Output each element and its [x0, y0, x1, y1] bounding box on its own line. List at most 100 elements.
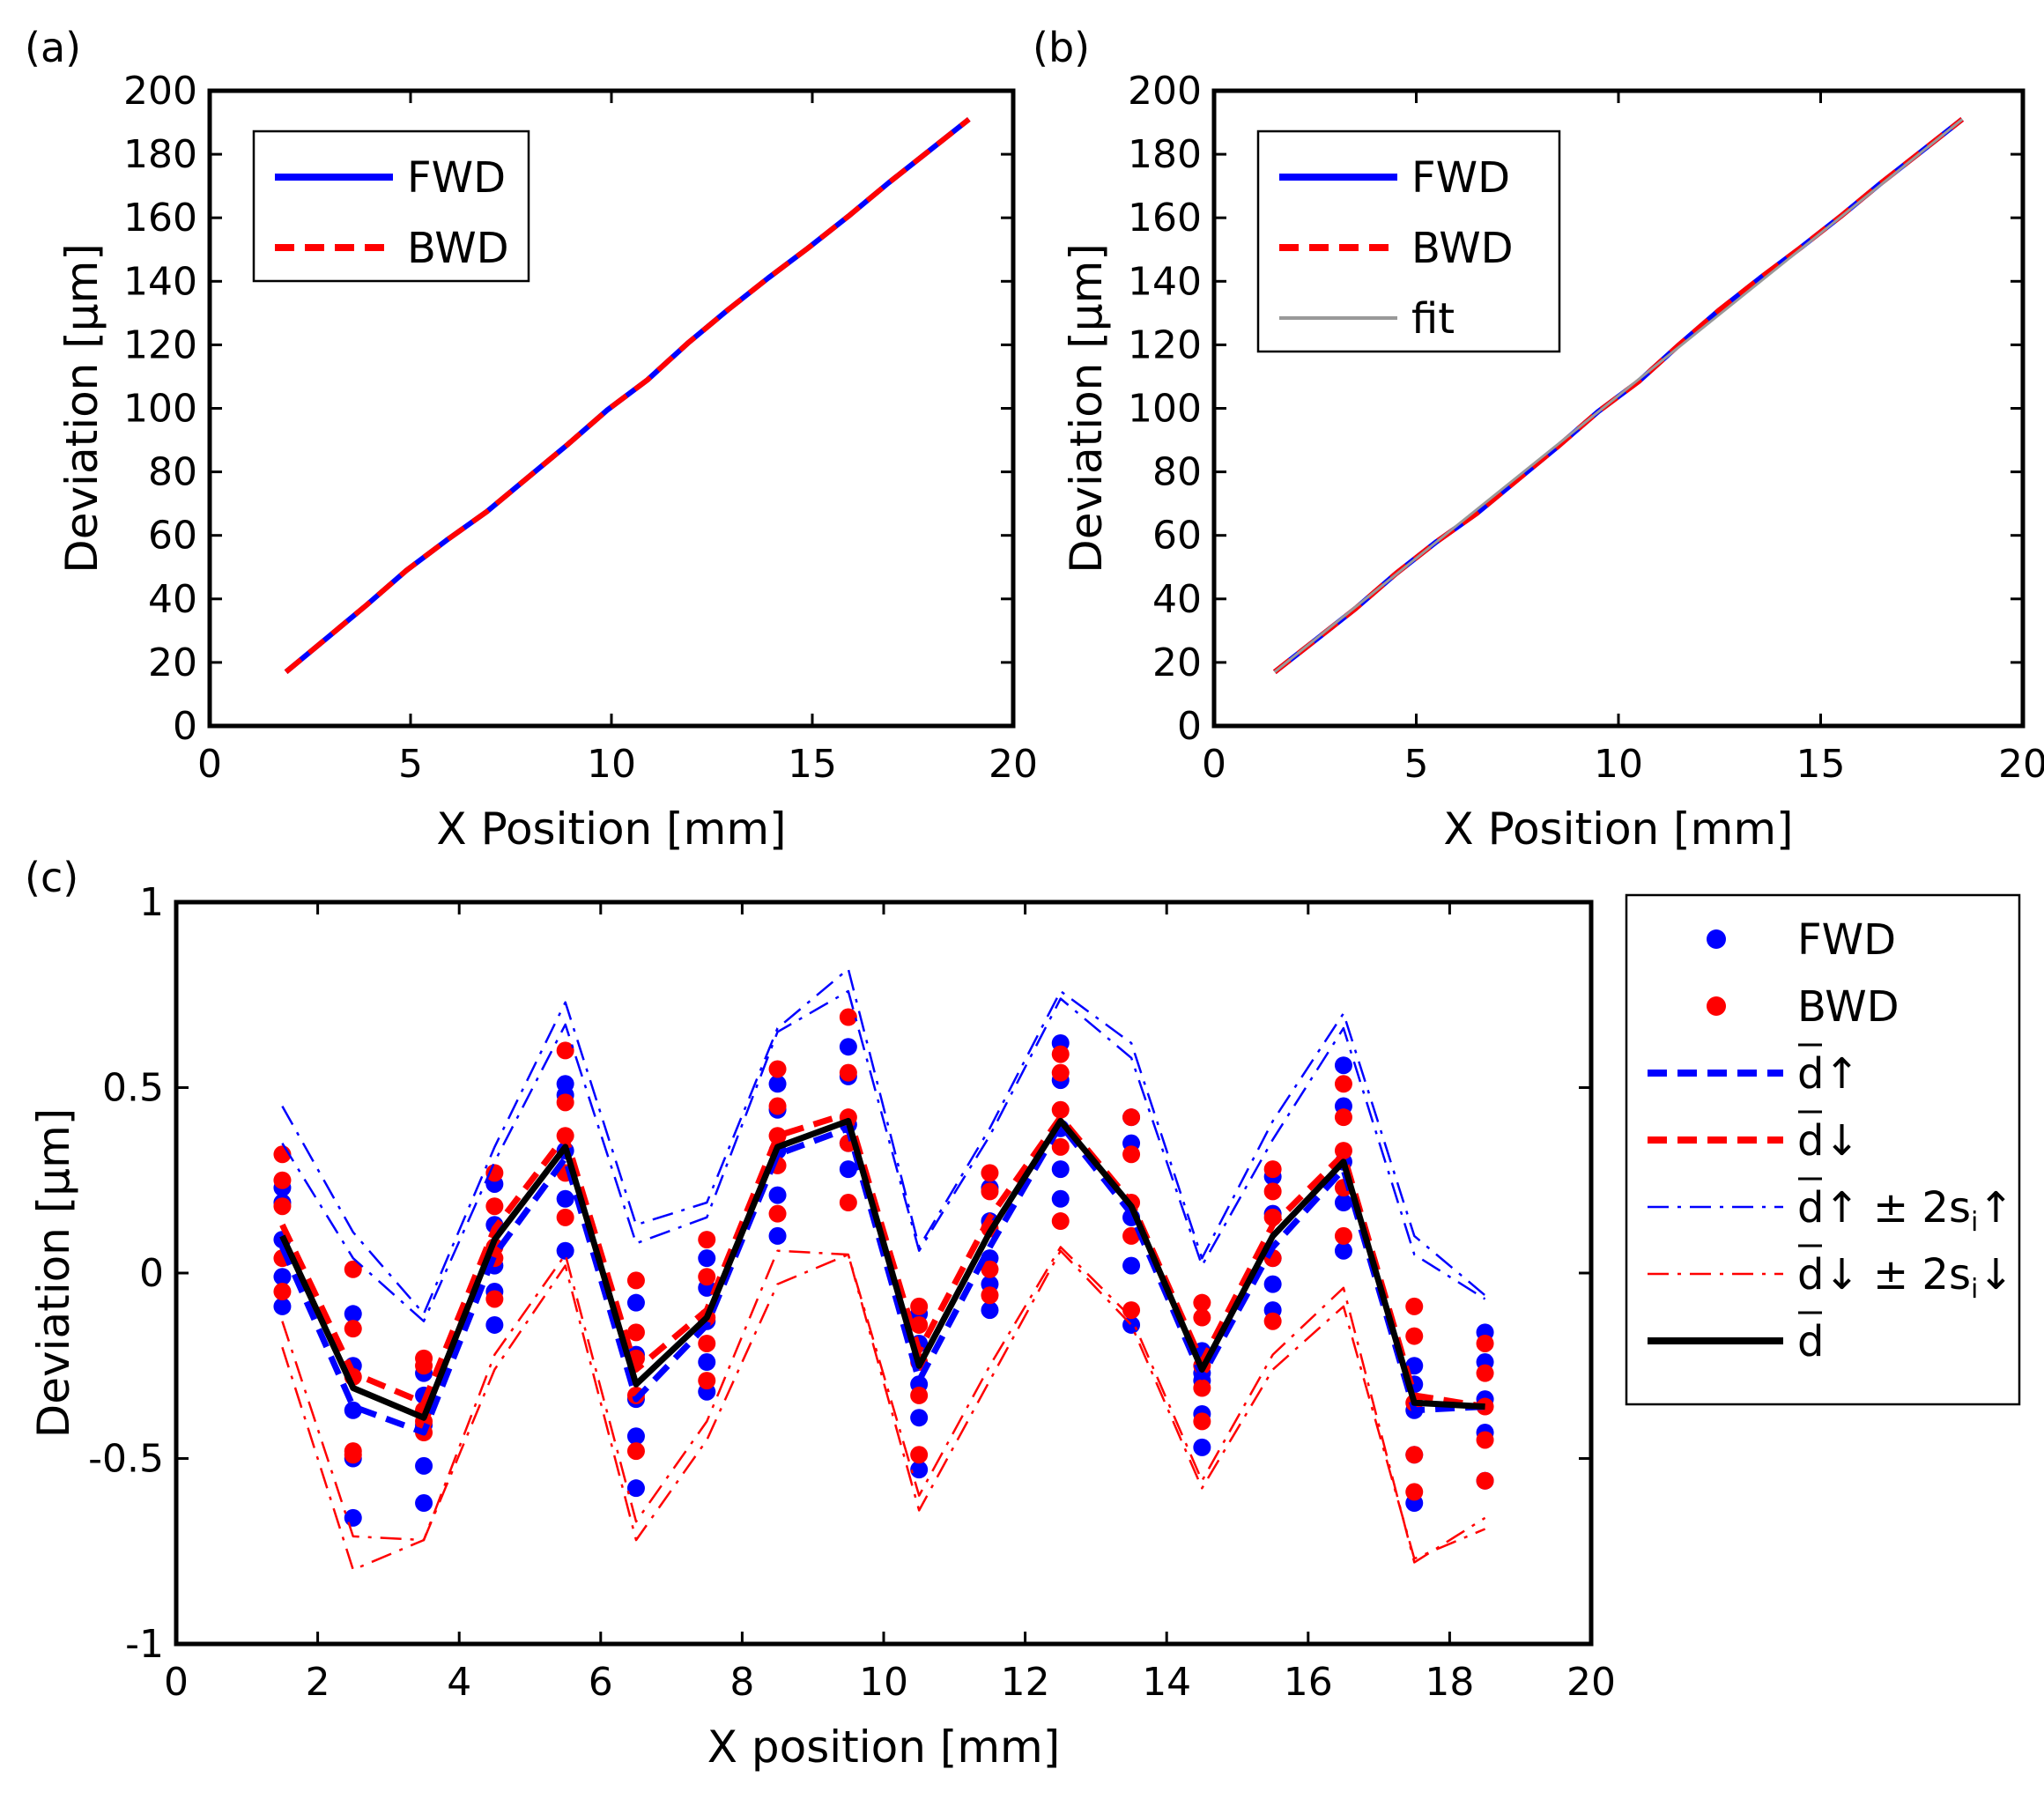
- scatter-point-fwd: [344, 1508, 362, 1527]
- x-tick-label: 4: [447, 1660, 471, 1705]
- y-tick-label: 100: [1128, 387, 1202, 432]
- legend-label: FWD: [1797, 915, 1896, 965]
- y-tick-label: 200: [1128, 69, 1202, 114]
- legend-box: [252, 130, 530, 283]
- y-tick-label: 40: [1152, 577, 1202, 622]
- y-tick-label: 120: [123, 322, 197, 367]
- scatter-point-fwd: [698, 1353, 716, 1372]
- y-axis-label: Deviation [µm]: [56, 243, 107, 574]
- scatter-point-bwd: [1476, 1431, 1494, 1449]
- legend-label: FWD: [407, 153, 506, 203]
- y-tick-label: 0: [139, 1251, 164, 1296]
- scatter-point-bwd: [768, 1060, 787, 1078]
- x-tick-label: 20: [1998, 742, 2044, 787]
- scatter-point-bwd: [839, 1194, 857, 1212]
- panel-c: (c) 0 2 4 6 8 10 12 14 16 18 20 -1 -0.5 0 0.5 1 X positio…: [25, 854, 2021, 1773]
- scatter-point-bwd: [698, 1334, 716, 1352]
- scatter-point-bwd: [1193, 1293, 1211, 1312]
- x-tick-label: 20: [1566, 1660, 1616, 1705]
- x-tick-label: 6: [589, 1660, 613, 1705]
- legend-label: fit: [1411, 294, 1455, 344]
- scatter-point-bwd: [626, 1442, 645, 1461]
- scatter-point-bwd: [1334, 1075, 1352, 1093]
- scatter-point-fwd: [1122, 1256, 1141, 1275]
- y-tick-label: 20: [148, 640, 197, 685]
- scatter-point-bwd: [1051, 1063, 1070, 1082]
- x-tick-label: 5: [398, 742, 423, 787]
- scatter-point-bwd: [1405, 1446, 1424, 1464]
- scatter-point-bwd: [910, 1446, 929, 1464]
- scatter-point-bwd: [626, 1323, 645, 1342]
- x-axis-label: X position [mm]: [707, 1721, 1061, 1773]
- y-axis-label: Deviation [µm]: [1061, 243, 1112, 574]
- y-tick-label: 40: [148, 577, 197, 622]
- scatter-point-bwd: [698, 1268, 716, 1286]
- scatter-point-fwd: [626, 1293, 645, 1312]
- x-tick-label: 0: [1202, 742, 1226, 787]
- x-tick-label: 16: [1284, 1660, 1333, 1705]
- legend-label: BWD: [1797, 982, 1900, 1032]
- scatter-point-fwd: [698, 1249, 716, 1268]
- y-tick-label: 120: [1128, 322, 1202, 367]
- scatter-point-bwd: [344, 1446, 362, 1464]
- x-tick-label: 15: [788, 742, 837, 787]
- x-tick-label: 10: [587, 742, 636, 787]
- scatter-point-bwd: [1263, 1160, 1282, 1179]
- scatter-point-bwd: [839, 1063, 857, 1082]
- scatter-point-bwd: [485, 1164, 504, 1182]
- scatter-point-bwd: [1405, 1297, 1424, 1315]
- scatter-point-fwd: [910, 1461, 929, 1479]
- axes-frame: [174, 900, 1594, 1647]
- scatter-point-fwd: [556, 1189, 574, 1208]
- scatter-point-fwd: [839, 1160, 857, 1179]
- scatter-point-fwd: [1051, 1160, 1070, 1179]
- scatter-point-fwd: [1051, 1189, 1070, 1208]
- x-tick-label: 5: [1404, 742, 1429, 787]
- series-line-3: [281, 989, 1486, 1322]
- y-tick-label: 200: [123, 69, 197, 114]
- legend-label: d↑: [1797, 1049, 1860, 1099]
- legend: FWD BWD: [252, 130, 530, 283]
- x-tick-label: 2: [306, 1660, 330, 1705]
- scatter-point-bwd: [273, 1197, 292, 1216]
- y-tick-label: 0.5: [102, 1066, 164, 1111]
- scatter-point-bwd: [1476, 1334, 1494, 1352]
- scatter-point-fwd: [626, 1479, 645, 1498]
- series-line-1: [284, 117, 971, 675]
- legend-label: d↓ ± 2si↓: [1797, 1250, 2014, 1305]
- scatter-point-bwd: [910, 1315, 929, 1334]
- scatter-point-fwd: [415, 1494, 433, 1513]
- scatter-point-bwd: [910, 1386, 929, 1404]
- legend-label: d: [1797, 1317, 1824, 1366]
- scatter-point-fwd: [485, 1315, 504, 1334]
- scatter-point-bwd: [1334, 1108, 1352, 1127]
- panel-a: (a)0 5 10 15 20020406080100120140160180200X …: [25, 24, 1038, 855]
- scatter-point-fwd: [556, 1241, 574, 1260]
- legend-label: BWD: [407, 224, 509, 273]
- scatter-point-bwd: [1122, 1226, 1141, 1245]
- scatter-point-fwd: [1193, 1438, 1211, 1456]
- x-tick-label: 14: [1142, 1660, 1191, 1705]
- panel-label: (b): [1033, 24, 1090, 71]
- axes-frame: [1211, 88, 2025, 729]
- x-tick-label: 15: [1796, 742, 1846, 787]
- x-tick-label: 0: [197, 742, 222, 787]
- legend-key: [1707, 996, 1726, 1016]
- scatter-point-bwd: [698, 1231, 716, 1249]
- legend-box: [1625, 893, 2021, 1406]
- legend: FWD BWD d↑ d↓ d↑ ± 2si↑ d↓ ± 2si↓ d: [1625, 893, 2021, 1406]
- scatter-point-fwd: [344, 1305, 362, 1323]
- y-tick-label: 60: [148, 514, 197, 559]
- x-axis-label: X Position [mm]: [1443, 803, 1793, 855]
- series-line-5: [281, 1246, 1486, 1572]
- series-line-2: [1273, 118, 1964, 673]
- scatter-point-bwd: [768, 1204, 787, 1223]
- scatter-point-bwd: [273, 1283, 292, 1301]
- series-line-4: [281, 1249, 1486, 1560]
- scatter-point-fwd: [273, 1297, 292, 1315]
- scatter-point-fwd: [1263, 1275, 1282, 1293]
- scatter-point-bwd: [556, 1208, 574, 1226]
- y-tick-label: 160: [123, 196, 197, 241]
- scatter-point-bwd: [485, 1290, 504, 1308]
